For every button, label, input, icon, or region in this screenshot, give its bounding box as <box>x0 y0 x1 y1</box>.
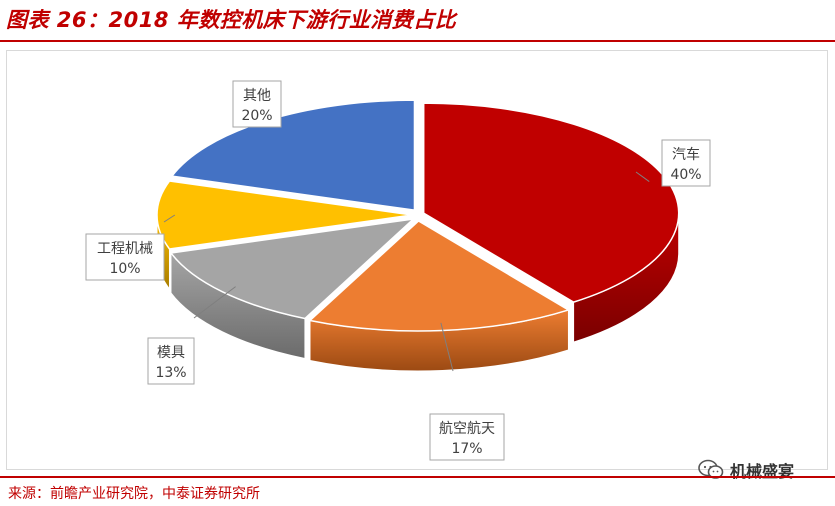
label-box <box>429 413 505 461</box>
pie-labels: 汽车 40% 航空航天 17% 模具 13% 工程机械 10% 其他 20% <box>85 80 711 461</box>
footer-divider <box>0 476 835 478</box>
slice-category-label: 模具 <box>157 345 185 361</box>
label-box <box>661 139 711 187</box>
label-leader-line <box>163 214 176 223</box>
slice-category-label: 航空航天 <box>439 421 495 437</box>
slice-value-label: 17% <box>451 441 482 457</box>
source-note: 来源：前瞻产业研究院，中泰证券研究所 <box>8 486 260 502</box>
chart-frame <box>6 50 828 470</box>
label-box <box>85 233 165 281</box>
label-leader-line <box>440 322 454 372</box>
title-divider <box>0 40 835 42</box>
slice-value-label: 10% <box>109 261 140 277</box>
title-bar: 图表 26：2018 年数控机床下游行业消费占比 <box>0 0 835 40</box>
label-box <box>147 337 195 385</box>
slice-category-label: 汽车 <box>672 146 700 163</box>
watermark-text: 机械盛宴 <box>730 462 795 481</box>
watermark: 机械盛宴 <box>698 456 794 484</box>
wechat-icon <box>698 459 724 479</box>
slice-category-label: 其他 <box>243 88 271 104</box>
label-leader-line <box>635 171 650 182</box>
pie-tops <box>156 99 680 332</box>
label-leader-line <box>193 286 236 319</box>
pie-slice <box>156 180 413 250</box>
slice-value-label: 13% <box>155 365 186 381</box>
slice-value-label: 20% <box>241 108 272 124</box>
slice-value-label: 40% <box>670 167 701 183</box>
slice-category-label: 工程机械 <box>97 241 153 257</box>
label-box <box>232 80 282 128</box>
pie-slice <box>169 217 416 320</box>
page-title: 图表 26：2018 年数控机床下游行业消费占比 <box>6 8 457 32</box>
